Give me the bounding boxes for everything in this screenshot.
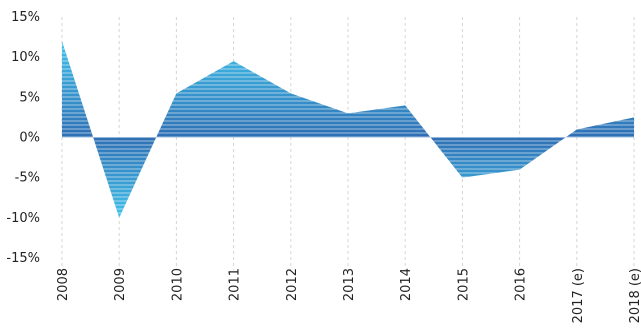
x-axis-ticks: 2008 2009 2010 2011 2012 2013 2014 2015 2016 2017… bbox=[56, 268, 641, 323]
x-tick-label: 2010 bbox=[170, 268, 185, 301]
x-tick-label: 2008 bbox=[56, 268, 71, 301]
x-tick-label: 2014 bbox=[399, 268, 414, 301]
x-tick-label: 2016 bbox=[514, 268, 529, 301]
x-tick-label: 2018 (e) bbox=[628, 268, 641, 323]
x-tick-label: 2015 bbox=[456, 268, 471, 301]
y-tick-label: -5% bbox=[15, 171, 40, 186]
x-tick-label: 2013 bbox=[342, 268, 357, 301]
x-tick-label: 2017 (e) bbox=[571, 268, 586, 323]
x-tick-label: 2011 bbox=[228, 268, 243, 301]
y-tick-label: 0% bbox=[19, 131, 40, 146]
y-tick-label: -10% bbox=[6, 211, 40, 226]
y-tick-label: 10% bbox=[11, 50, 40, 65]
x-tick-label: 2009 bbox=[113, 268, 128, 301]
y-tick-label: 15% bbox=[11, 10, 40, 25]
y-tick-label: -15% bbox=[6, 251, 40, 266]
x-tick-label: 2012 bbox=[285, 268, 300, 301]
y-axis-ticks: 15% 10% 5% 0% -5% -10% -15% bbox=[6, 10, 40, 266]
y-tick-label: 5% bbox=[19, 90, 40, 105]
